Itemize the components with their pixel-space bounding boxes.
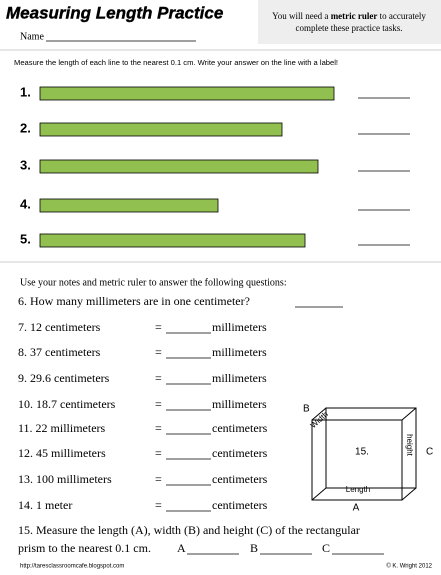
title: Measuring Length Practice <box>6 3 223 22</box>
prism-front <box>311 419 403 501</box>
question: 12. 45 millimeters <box>18 446 106 460</box>
prism-edge <box>401 487 417 501</box>
prism-label: A <box>353 503 360 514</box>
item-number: 2. <box>20 120 31 135</box>
question: 15. Measure the length (A), width (B) an… <box>18 523 360 537</box>
answer-letter: A <box>177 541 186 555</box>
unit: centimeters <box>212 446 268 460</box>
question: 10. 18.7 centimeters <box>18 397 116 411</box>
prism-label: 15. <box>355 447 369 458</box>
item-number: 4. <box>20 196 31 211</box>
unit: centimeters <box>212 421 268 435</box>
equals: = <box>155 421 162 435</box>
equals: = <box>155 472 162 486</box>
unit: centimeters <box>212 472 268 486</box>
prism-edge <box>311 487 327 501</box>
unit: millimeters <box>212 371 267 385</box>
question: 14. 1 meter <box>18 498 72 512</box>
bar <box>39 198 219 213</box>
bar <box>39 159 319 174</box>
prism-back <box>325 407 417 489</box>
name-label: Name <box>20 31 44 42</box>
footer-credit: © K. Wright 2012 <box>386 563 432 570</box>
question: 6. How many millimeters are in one centi… <box>18 294 250 308</box>
unit: centimeters <box>212 498 268 512</box>
equals: = <box>155 320 162 334</box>
note-box <box>258 0 441 44</box>
equals: = <box>155 446 162 460</box>
question: 8. 37 centimeters <box>18 345 101 359</box>
instructions: Measure the length of each line to the n… <box>14 58 338 67</box>
question: 7. 12 centimeters <box>18 320 101 334</box>
answer-letter: B <box>250 541 258 555</box>
bar <box>39 233 306 248</box>
unit: millimeters <box>212 345 267 359</box>
note-text: complete these practice tasks. <box>296 23 403 33</box>
item-number: 3. <box>20 157 31 172</box>
equals: = <box>155 498 162 512</box>
question: 9. 29.6 centimeters <box>18 371 110 385</box>
note-text: You will need a <box>272 11 328 21</box>
prism-edge <box>311 407 327 421</box>
unit: millimeters <box>212 320 267 334</box>
equals: = <box>155 397 162 411</box>
question: prism to the nearest 0.1 cm. <box>18 541 151 555</box>
equals: = <box>155 345 162 359</box>
question: 13. 100 millimeters <box>18 472 112 486</box>
question: 11. 22 millimeters <box>18 421 106 435</box>
item-number: 1. <box>20 84 31 99</box>
note-bold: metric ruler <box>331 11 378 21</box>
equals: = <box>155 371 162 385</box>
note-text: to accurately <box>380 11 427 21</box>
prism-label: Length <box>346 485 370 494</box>
prism <box>311 407 417 501</box>
bars <box>39 86 335 248</box>
footer-url: http://taresclassroomcafe.blogspot.com <box>20 564 124 570</box>
bar <box>39 122 283 137</box>
prism-label: C <box>426 447 433 458</box>
item-number: 5. <box>20 231 31 246</box>
unit: millimeters <box>212 397 267 411</box>
intro: Use your notes and metric ruler to answe… <box>20 277 287 288</box>
answer-letter: C <box>322 541 330 555</box>
prism-edge <box>401 407 417 421</box>
prism-label: B <box>303 404 310 415</box>
prism-label: height <box>405 434 414 457</box>
note: You will need a metric ruler to accurate… <box>272 11 426 33</box>
bar <box>39 86 335 101</box>
